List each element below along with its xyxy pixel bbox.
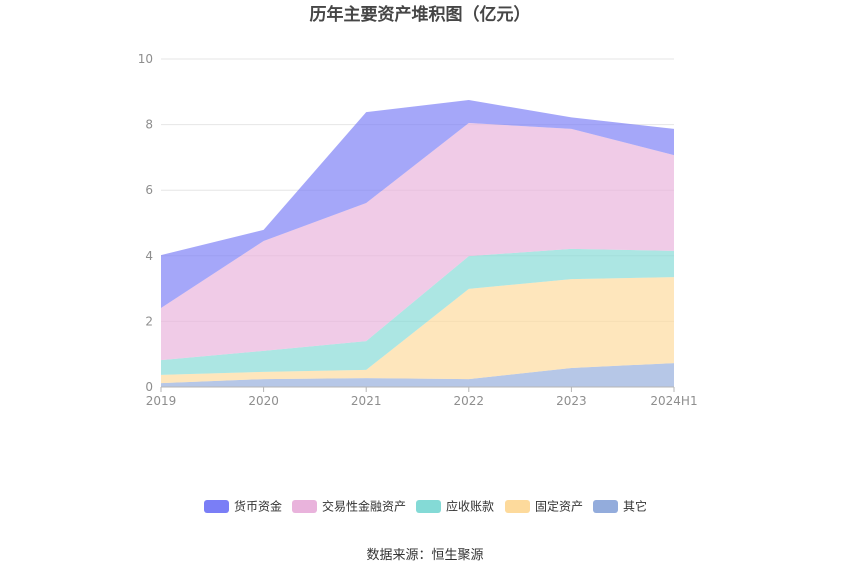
axes: 0 2 4 6 8 10 2019 2020 2021 2022 2023 2024H1 [138, 52, 698, 408]
accounts-receivable-area [161, 248, 674, 375]
y-tick-label: 0 [145, 380, 153, 394]
x-tick-label: 2024H1 [650, 394, 697, 408]
legend-item-fixed-assets[interactable]: 固定资产 [505, 499, 583, 514]
legend-label: 交易性金融资产 [322, 499, 406, 514]
y-tick-label: 4 [145, 249, 153, 263]
legend-label: 货币资金 [234, 499, 282, 514]
legend-marker [292, 500, 317, 513]
source-note: 数据来源：恒生聚源 [366, 548, 483, 563]
y-tick-label: 6 [145, 183, 153, 197]
y-tick-label: 8 [145, 118, 153, 132]
legend-item-other[interactable]: 其它 [593, 499, 647, 514]
legend-marker [416, 500, 441, 513]
y-tick-label: 10 [138, 52, 153, 66]
legend-label: 固定资产 [535, 499, 583, 514]
x-tick-label: 2019 [146, 394, 177, 408]
legend-marker [204, 500, 229, 513]
y-tick-label: 2 [145, 314, 153, 328]
legend-label: 应收账款 [446, 499, 494, 514]
legend-item-trading-financial-assets[interactable]: 交易性金融资产 [292, 499, 406, 514]
other-area [161, 363, 674, 387]
x-tick-label: 2021 [351, 394, 382, 408]
legend-item-accounts-receivable[interactable]: 应收账款 [416, 499, 494, 514]
x-tick-label: 2023 [556, 394, 587, 408]
cash-area [161, 100, 674, 308]
legend-label: 其它 [623, 499, 647, 514]
legend-marker [505, 500, 530, 513]
legend-item-cash[interactable]: 货币资金 [204, 499, 282, 514]
trading-financial-assets-area [161, 123, 674, 361]
fixed-assets-area [161, 277, 674, 384]
area-series-group [161, 100, 674, 387]
legend: 货币资金 交易性金融资产 应收账款 固定资产 其它 [204, 499, 647, 514]
x-tick-label: 2022 [454, 394, 485, 408]
legend-marker [593, 500, 618, 513]
x-tick-label: 2020 [248, 394, 279, 408]
chart-title: 历年主要资产堆积图（亿元） [310, 4, 531, 25]
